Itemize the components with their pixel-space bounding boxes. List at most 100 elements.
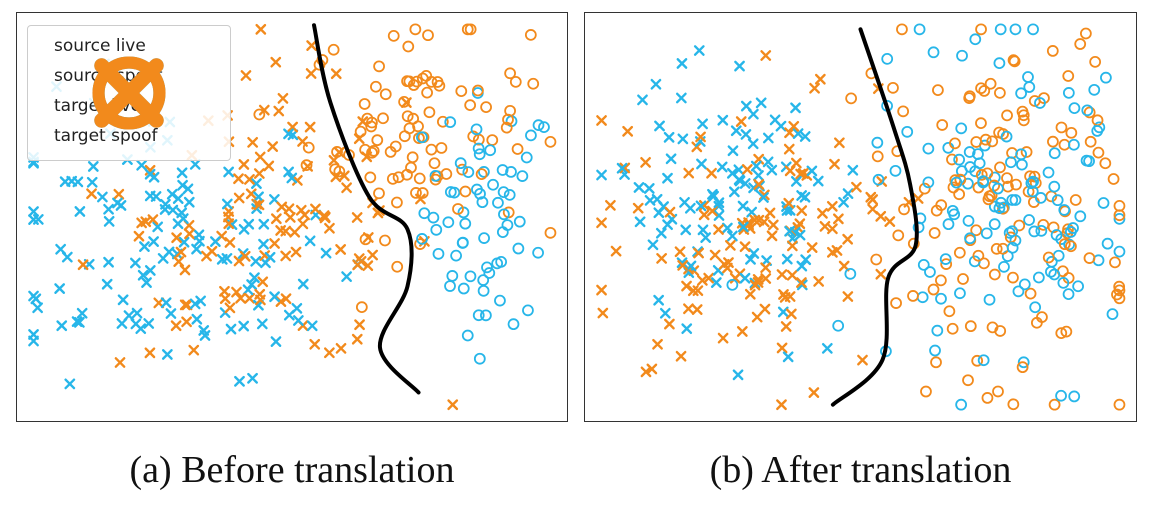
data-point-target-spoof (664, 206, 676, 218)
data-point-target-live (1065, 126, 1078, 139)
data-point-target-spoof (335, 342, 347, 354)
data-point-source-spoof (727, 145, 739, 157)
data-point-target-spoof (751, 311, 763, 323)
data-point-source-live (1072, 280, 1084, 293)
data-point-source-spoof (139, 241, 150, 252)
data-point-source-spoof (812, 175, 824, 187)
data-point-target-live (1058, 138, 1071, 151)
data-point-source-spoof (734, 60, 745, 72)
data-point-target-spoof (832, 213, 844, 225)
data-point-source-spoof (191, 243, 202, 255)
data-point-target-live (978, 85, 991, 97)
data-point-source-live (1006, 241, 1019, 254)
data-point-source-live (922, 176, 935, 189)
data-point-target-spoof (240, 70, 252, 81)
data-point-source-live (1009, 194, 1022, 206)
data-point-target-spoof (244, 292, 255, 304)
data-point-target-live (387, 30, 400, 42)
data-point-source-spoof (258, 218, 270, 230)
data-point-source-live (977, 354, 990, 367)
data-point-target-live (932, 84, 944, 96)
data-point-source-live (491, 257, 504, 270)
data-point-target-live (398, 95, 410, 108)
data-point-source-spoof (739, 272, 751, 284)
data-point-source-spoof (653, 207, 665, 219)
data-point-target-spoof (275, 225, 287, 236)
data-point-target-spoof (270, 56, 282, 68)
data-point-target-live (366, 146, 378, 159)
data-point-target-spoof (596, 284, 607, 296)
data-point-target-live (1113, 199, 1126, 212)
data-point-target-spoof (302, 160, 314, 172)
data-point-source-live (1081, 104, 1094, 117)
data-point-target-spoof (788, 120, 800, 132)
data-point-target-live (459, 185, 472, 198)
data-point-source-live (927, 46, 940, 59)
data-point-target-spoof (809, 82, 820, 94)
data-point-source-live (507, 318, 520, 331)
data-point-source-spoof (86, 176, 98, 188)
data-point-source-live (1048, 180, 1061, 193)
data-point-target-live (975, 169, 988, 181)
data-point-source-live (1068, 390, 1081, 403)
data-point-source-spoof (243, 218, 255, 230)
data-point-target-live (845, 92, 858, 105)
data-point-target-live (511, 143, 524, 155)
data-point-source-spoof (135, 323, 147, 335)
data-point-source-spoof (679, 196, 690, 208)
data-point-source-spoof (654, 120, 665, 132)
legend: source live source spoof target live tar… (27, 25, 231, 161)
data-point-target-live (935, 274, 947, 287)
data-point-target-spoof (784, 165, 796, 177)
data-point-source-live (871, 136, 884, 149)
data-point-target-spoof (640, 366, 652, 378)
data-point-target-live (871, 150, 884, 163)
data-point-source-spoof (696, 158, 707, 170)
data-point-source-spoof (790, 102, 801, 114)
legend-item-target-spoof: target spoof (36, 58, 222, 151)
data-point-source-spoof (304, 235, 316, 247)
data-point-target-spoof (776, 399, 787, 411)
data-point-source-live (1012, 285, 1025, 298)
data-point-source-live (516, 170, 529, 182)
data-point-source-live (427, 211, 440, 224)
data-point-target-spoof (77, 259, 89, 271)
data-point-target-live (361, 112, 374, 125)
data-point-source-live (444, 116, 457, 129)
data-point-source-live (1106, 308, 1119, 320)
data-point-source-live (473, 352, 486, 365)
data-point-target-live (1089, 55, 1102, 68)
data-point-target-spoof (741, 164, 753, 175)
data-point-target-spoof (912, 193, 924, 204)
data-point-target-spoof (184, 228, 195, 240)
data-point-source-live (1068, 102, 1081, 115)
data-point-target-live (979, 133, 992, 146)
data-point-source-spoof (647, 239, 659, 251)
data-point-target-spoof (865, 191, 877, 203)
data-point-source-live (917, 258, 930, 271)
data-point-target-live (1092, 146, 1105, 159)
data-point-source-spoof (777, 306, 789, 318)
data-point-source-spoof (750, 160, 762, 172)
data-point-target-spoof (238, 159, 250, 170)
data-point-source-spoof (292, 315, 304, 326)
data-point-target-live (377, 112, 389, 125)
data-point-target-live (1030, 316, 1043, 329)
data-point-target-live (379, 234, 391, 247)
data-point-source-live (935, 292, 947, 305)
data-point-source-spoof (270, 336, 282, 347)
data-point-source-spoof (264, 251, 276, 263)
data-point-source-spoof (76, 307, 88, 319)
data-point-target-spoof (698, 199, 710, 211)
data-point-target-spoof (596, 115, 607, 126)
data-point-source-spoof (251, 178, 262, 189)
data-point-target-live (936, 119, 949, 131)
data-point-source-spoof (758, 192, 769, 203)
data-point-target-live (1047, 221, 1060, 234)
data-point-source-live (477, 284, 490, 297)
data-point-source-spoof (144, 190, 156, 202)
data-point-target-live (364, 171, 377, 184)
data-point-target-spoof (415, 193, 426, 205)
data-point-target-live (971, 354, 984, 367)
data-point-source-live (832, 319, 845, 332)
